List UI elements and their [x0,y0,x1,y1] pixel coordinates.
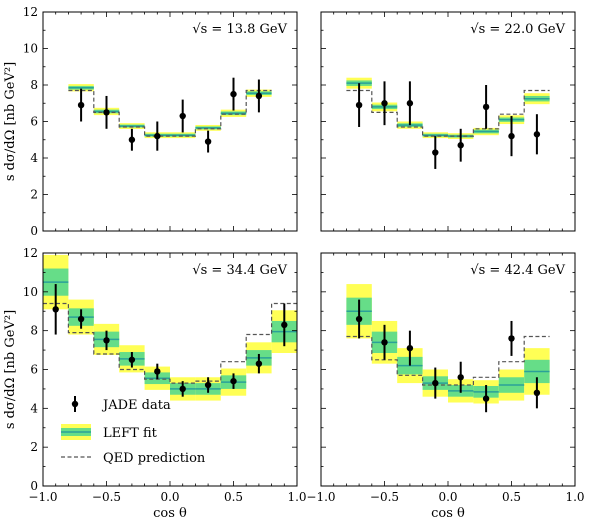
data-point [533,389,541,396]
data-point [204,381,212,389]
data-point [482,103,490,111]
x-tick-label: 0.5 [502,490,521,504]
data-point [457,142,464,149]
data-point [355,315,363,323]
panel-3: −1.0 −0.5 0.0 0.5 1.0 cos θ 0 2 4 6 8 10 12 s dσ/dΩ [… [3,246,307,521]
y-tick-label: 2 [30,440,38,454]
energy-label: √s = 22.0 GeV [470,22,565,37]
x-tick-label: −1.0 [28,490,57,504]
data-point [128,356,136,363]
panel-1: 0 2 4 6 8 10 12 s dσ/dΩ [nb GeV²] √s = 13.8 GeV [3,5,298,238]
y-tick-label: 10 [23,285,38,299]
data-point [77,101,85,109]
legend-data-marker [71,400,79,408]
data-point [179,112,186,120]
data-point [154,368,161,375]
y-tick-label: 8 [30,324,38,338]
data-point [77,315,85,323]
y-tick-label: 12 [23,5,38,19]
legend-qed-label: QED prediction [103,451,206,466]
data-point [457,374,464,381]
x-tick-label: 0.0 [438,490,457,504]
data-point [154,132,161,140]
y-axis-label: s dσ/dΩ [nb GeV²] [3,310,18,429]
y-tick-label: 6 [30,363,38,377]
energy-label: √s = 42.4 GeV [470,263,565,278]
data-point [179,385,186,393]
x-axis-label: cos θ [153,506,187,521]
y-tick-label: 0 [30,224,38,238]
legend: JADE data LEFT fit QED prediction [61,396,206,466]
data-point [533,131,541,138]
qed-prediction-line [68,89,272,137]
data-point [508,335,515,342]
x-tick-label: −0.5 [370,490,399,504]
legend-fit-label: LEFT fit [103,426,158,441]
panel-2: √s = 22.0 GeV [320,11,576,232]
data-point [128,136,136,143]
data-point [482,395,490,402]
energy-label: √s = 34.4 GeV [192,263,287,278]
data-point [255,360,263,367]
legend-data-label: JADE data [101,398,171,413]
x-tick-label: −0.5 [92,490,121,504]
qed-prediction-line [346,335,550,386]
y-tick-label: 10 [23,42,38,56]
data-point [406,100,414,107]
y-tick-label: 4 [30,151,38,165]
data-point [52,306,59,313]
x-tick-label: 0.0 [160,490,179,504]
y-tick-label: 12 [23,246,38,260]
energy-label: √s = 13.8 GeV [192,22,287,37]
data-point [432,379,439,387]
data-point [381,100,388,107]
qed-prediction-line [43,302,297,384]
x-tick-label: 1.0 [565,490,584,504]
y-tick-label: 4 [30,401,38,415]
data-point [281,321,288,329]
x-axis-label: cos θ [431,506,465,521]
y-tick-label: 6 [30,115,38,129]
y-tick-label: 0 [30,479,38,493]
data-point [406,344,414,352]
panels: 0 2 4 6 8 10 12 s dσ/dΩ [nb GeV²] √s = 13.8 GeV √… [3,5,585,521]
qed-prediction-line [346,89,550,137]
data-point [230,377,237,385]
data-point [255,92,263,100]
y-tick-label: 2 [30,188,38,202]
data-point [103,109,110,116]
y-axis-label: s dσ/dΩ [nb GeV²] [3,62,18,181]
x-tick-label: 0.5 [224,490,243,504]
data-point [230,90,237,98]
y-tick-label: 8 [30,78,38,92]
x-tick-label: −1.0 [306,490,335,504]
data-point [432,149,439,156]
panel-4: −1.0 −0.5 0.0 0.5 1.0 cos θ √s = 42.4 GeV [306,252,585,521]
data-point [381,339,388,346]
data-point [355,101,363,109]
data-point [508,132,515,140]
data-point [103,337,110,344]
data-point [204,138,212,145]
x-tick-label: 1.0 [287,490,306,504]
